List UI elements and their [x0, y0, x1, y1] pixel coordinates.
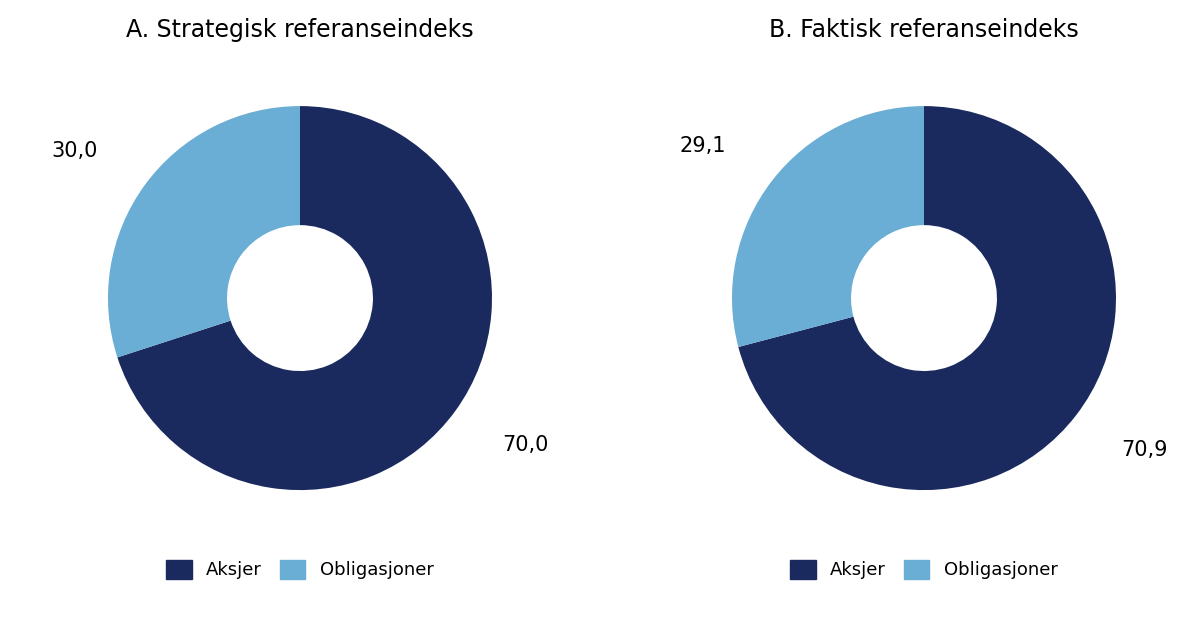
Legend: Aksjer, Obligasjoner: Aksjer, Obligasjoner: [160, 553, 440, 587]
Title: A. Strategisk referanseindeks: A. Strategisk referanseindeks: [126, 18, 474, 42]
Text: 70,0: 70,0: [502, 435, 548, 455]
Text: 29,1: 29,1: [679, 136, 726, 156]
Text: 30,0: 30,0: [52, 142, 98, 161]
Title: B. Faktisk referanseindeks: B. Faktisk referanseindeks: [769, 18, 1079, 42]
Wedge shape: [732, 106, 924, 347]
Wedge shape: [118, 106, 492, 490]
Text: 70,9: 70,9: [1122, 440, 1169, 460]
Legend: Aksjer, Obligasjoner: Aksjer, Obligasjoner: [784, 553, 1064, 587]
Wedge shape: [738, 106, 1116, 490]
Wedge shape: [108, 106, 300, 358]
